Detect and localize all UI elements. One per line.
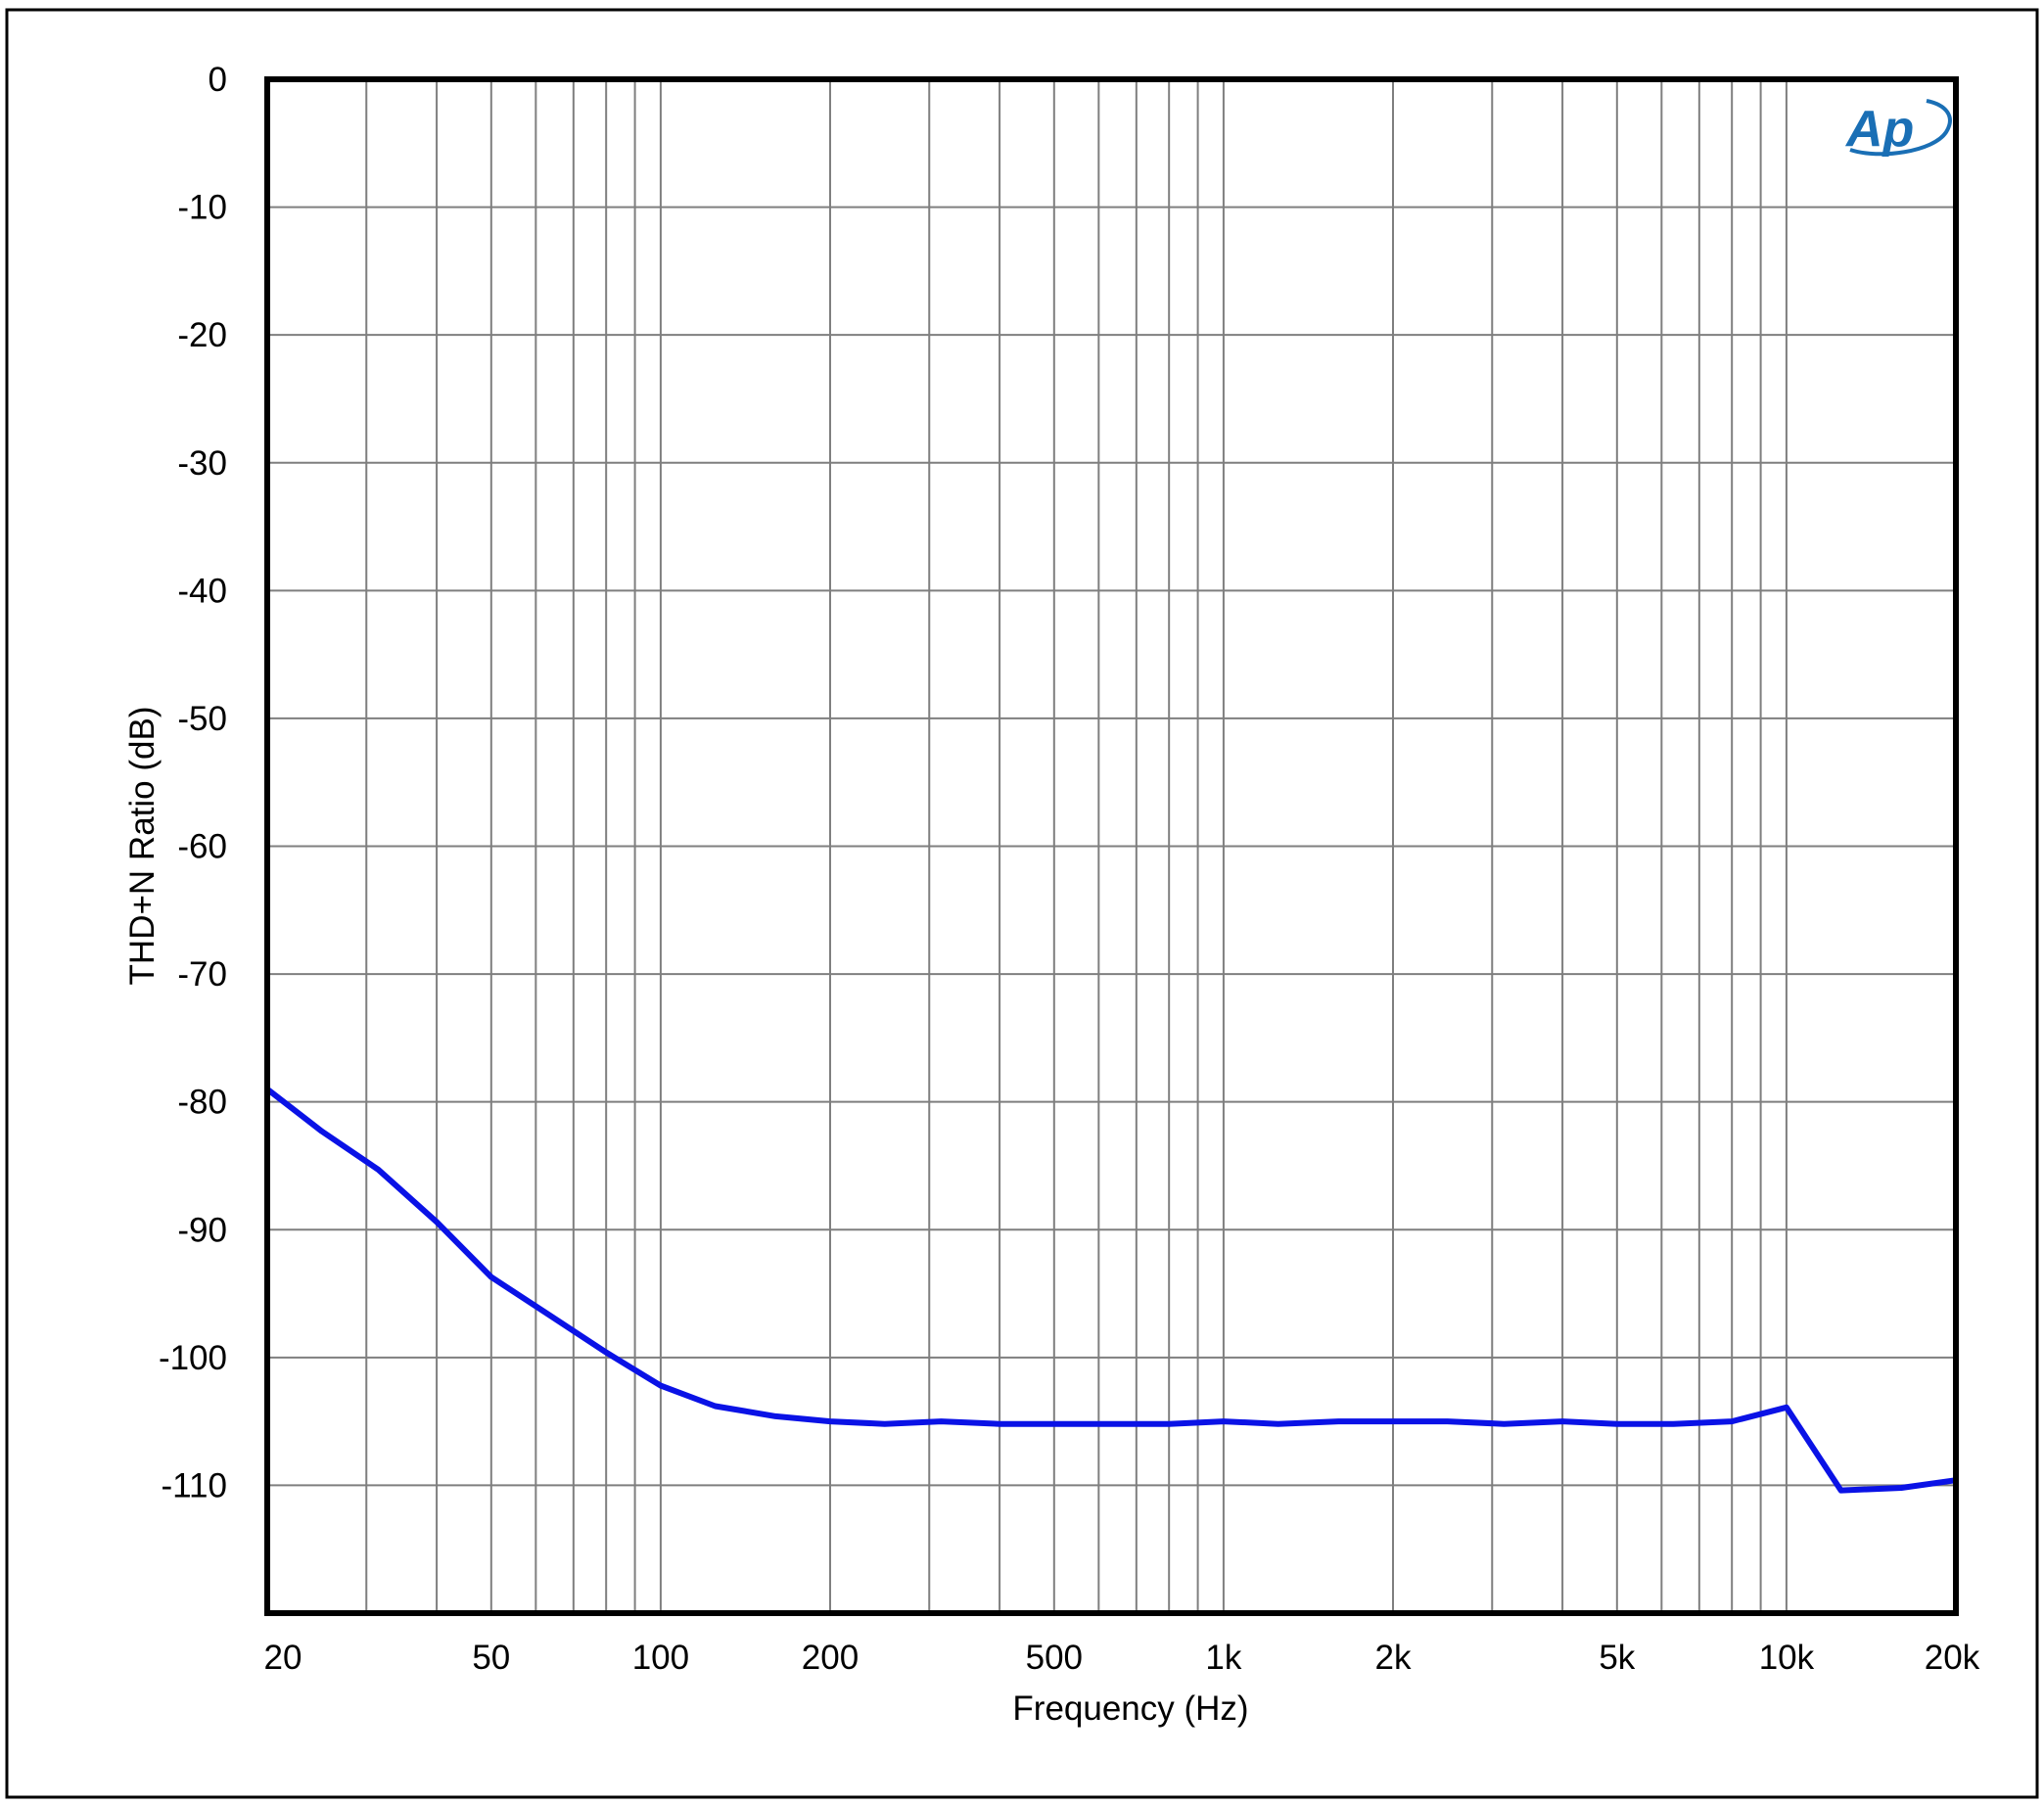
- y-tick-label: -50: [177, 700, 227, 738]
- y-tick-label: -20: [177, 316, 227, 354]
- y-tick-label: 0: [209, 61, 227, 99]
- x-tick-label: 20: [264, 1639, 302, 1677]
- logo-swoosh: [1849, 99, 1952, 157]
- grid-lines: [267, 79, 1956, 1613]
- x-axis-label: Frequency (Hz): [1012, 1689, 1248, 1728]
- x-tick-label: 200: [802, 1639, 859, 1677]
- x-tick-label: 2k: [1375, 1639, 1412, 1677]
- series-line: [265, 1087, 1957, 1494]
- y-tick-label: -60: [177, 828, 227, 866]
- y-tick-label: -70: [177, 955, 227, 994]
- y-tick-label: -30: [177, 444, 227, 483]
- y-tick-label: -110: [162, 1466, 227, 1504]
- y-axis-label: THD+N Ratio (dB): [123, 707, 162, 986]
- x-tick-label: 50: [472, 1639, 510, 1677]
- x-tick-labels: 20 50 100 200 500 1k 2k 5k 10k 20k: [264, 1639, 1980, 1677]
- x-tick-label: 100: [632, 1639, 689, 1677]
- y-tick-label: -90: [177, 1211, 227, 1249]
- y-tick-labels: 0 -10 -20 -30 -40 -50 -60 -70 -80 -90 -100 -110: [159, 61, 227, 1504]
- x-tick-label: 10k: [1759, 1639, 1815, 1677]
- y-tick-label: -80: [177, 1084, 227, 1122]
- logo-text: Ap: [1844, 101, 1914, 158]
- y-tick-label: -100: [159, 1339, 227, 1377]
- series-lines: [265, 1087, 1957, 1494]
- x-tick-label: 20k: [1925, 1639, 1980, 1677]
- y-tick-label: -10: [177, 189, 227, 227]
- ap-logo: Ap: [1844, 99, 1952, 158]
- plot-frame: [264, 76, 1959, 1616]
- x-tick-label: 1k: [1205, 1639, 1241, 1677]
- x-tick-label: 5k: [1599, 1639, 1635, 1677]
- y-tick-label: -40: [177, 572, 227, 610]
- x-tick-label: 500: [1026, 1639, 1083, 1677]
